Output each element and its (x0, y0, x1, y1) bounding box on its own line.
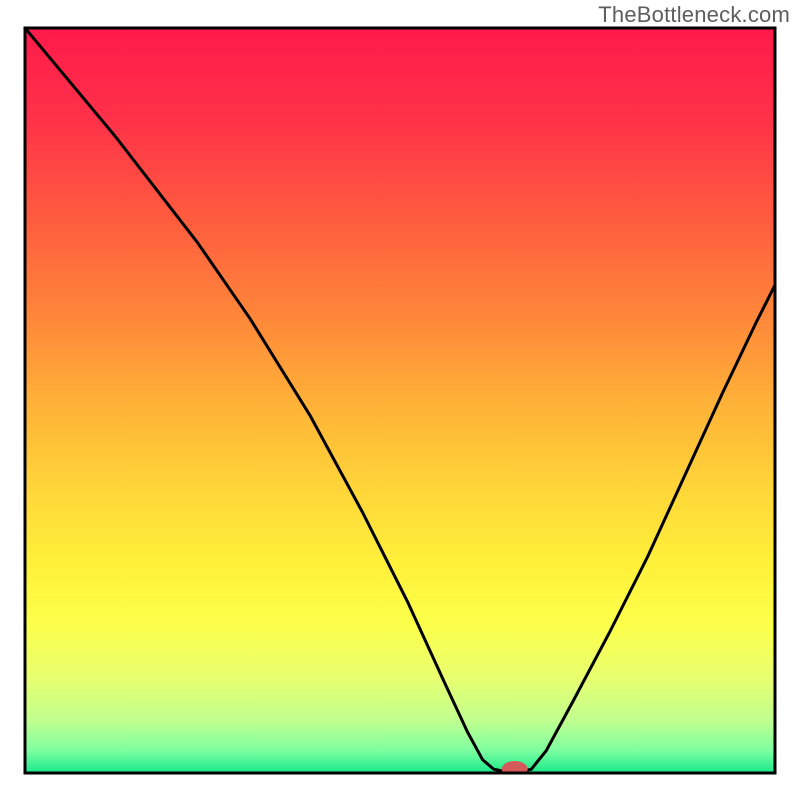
bottleneck-chart (0, 0, 800, 800)
chart-container: TheBottleneck.com (0, 0, 800, 800)
plot-background (25, 28, 775, 773)
watermark-text: TheBottleneck.com (598, 2, 790, 28)
optimal-marker (502, 761, 528, 777)
